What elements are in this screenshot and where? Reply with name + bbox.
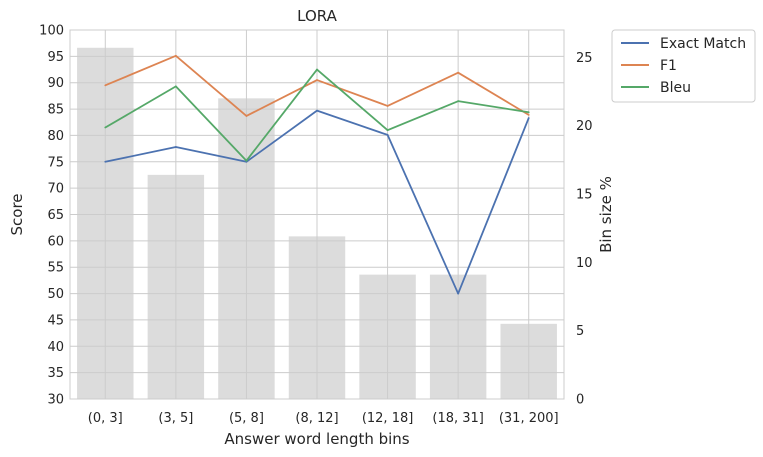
plot-frame — [69, 29, 565, 400]
legend-box — [611, 29, 756, 103]
y-tick-label: 85 — [47, 103, 64, 118]
data-point — [527, 111, 530, 114]
y-tick-label: 40 — [47, 340, 64, 355]
y-tick-label: 35 — [47, 366, 64, 381]
data-point — [245, 159, 248, 162]
data-point — [457, 100, 460, 103]
y2-axis-ticks: 0 5 10 15 20 25 — [576, 51, 593, 408]
y2-tick-label: 20 — [576, 119, 593, 134]
data-point — [174, 54, 177, 57]
y-tick-label: 80 — [47, 129, 64, 144]
y-axis-label: Score — [8, 193, 26, 235]
data-point — [174, 85, 177, 88]
y-tick-label: 30 — [47, 393, 64, 408]
y-tick-label: 100 — [39, 24, 64, 39]
data-point — [457, 292, 460, 295]
data-point — [316, 79, 318, 81]
y-tick-label: 50 — [47, 287, 64, 302]
x-tick-label: (31, 200] — [499, 411, 559, 426]
y-tick-label: 70 — [47, 182, 64, 197]
y2-tick-label: 5 — [576, 324, 584, 339]
y-tick-label: 75 — [47, 155, 64, 170]
y-axis-ticks: 30 35 40 45 50 55 60 65 70 75 80 85 90 95 100 — [39, 24, 64, 408]
y2-axis-label: Bin size % — [597, 176, 615, 253]
data-point — [104, 160, 107, 163]
y2-tick-label: 0 — [576, 393, 584, 408]
y2-tick-label: 15 — [576, 188, 593, 203]
x-axis-ticks: (0, 3] (3, 5] (5, 8] (8, 12] (12, 18] (18, 31… — [88, 411, 559, 426]
x-tick-label: (8, 12] — [295, 411, 338, 426]
x-tick-label: (3, 5] — [158, 411, 193, 426]
data-point — [104, 126, 107, 129]
y-tick-label: 90 — [47, 76, 64, 91]
y-tick-label: 45 — [47, 313, 64, 328]
x-tick-label: (18, 31] — [432, 411, 484, 426]
legend-label: Exact Match — [660, 36, 746, 52]
data-point — [245, 115, 248, 117]
legend: Exact Match F1 Bleu — [611, 29, 756, 103]
data-point — [527, 117, 530, 119]
y-tick-label: 95 — [47, 50, 64, 65]
y2-tick-label: 10 — [576, 256, 593, 271]
chart-title: LORA — [297, 7, 337, 25]
y-tick-label: 55 — [47, 261, 64, 276]
data-point — [386, 129, 389, 132]
data-point — [104, 84, 107, 87]
data-point — [316, 68, 318, 71]
data-point — [174, 146, 177, 148]
legend-label: F1 — [660, 58, 677, 74]
y-tick-label: 60 — [47, 234, 64, 249]
legend-label: Bleu — [660, 80, 691, 96]
x-tick-label: (12, 18] — [362, 411, 414, 426]
x-axis-label: Answer word length bins — [224, 430, 409, 448]
data-point — [386, 134, 389, 136]
y-tick-label: 65 — [47, 208, 64, 223]
data-point — [386, 105, 389, 107]
data-point — [457, 71, 460, 74]
series-lines — [104, 54, 530, 295]
x-tick-label: (5, 8] — [229, 411, 264, 426]
data-point — [527, 113, 530, 116]
y2-tick-label: 25 — [576, 51, 593, 66]
data-point — [316, 109, 318, 112]
x-tick-label: (0, 3] — [88, 411, 123, 426]
